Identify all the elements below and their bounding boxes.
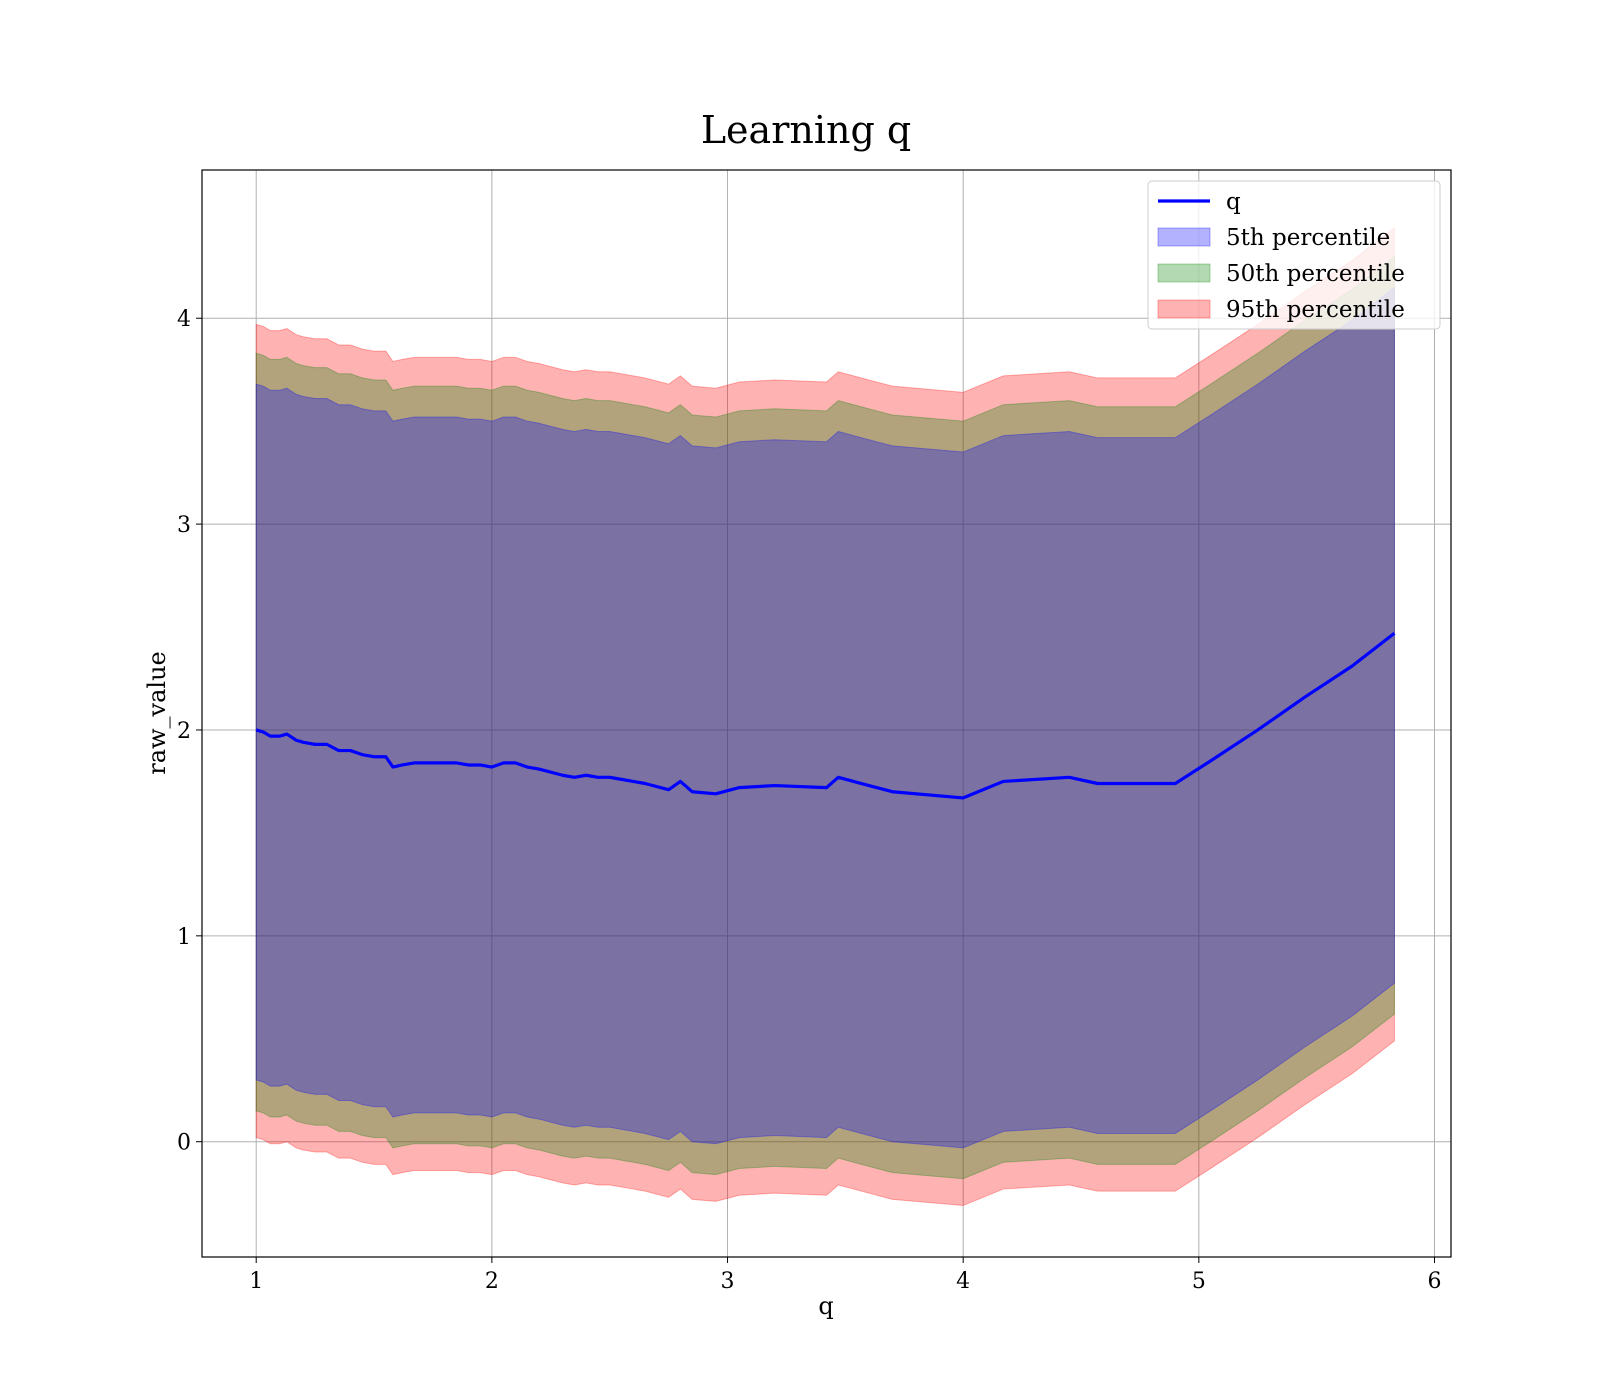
y-tick-label: 2 — [177, 719, 191, 744]
percentile-bands — [255, 226, 1395, 1207]
legend-box — [1147, 180, 1441, 330]
x-tick-label: 3 — [721, 1269, 735, 1294]
chart-title: Learning q — [701, 108, 911, 152]
x-axis-label: q — [818, 1292, 833, 1320]
x-tick-label: 2 — [485, 1269, 499, 1294]
y-axis-label: raw_value — [143, 651, 171, 775]
x-tick-label: 5 — [1192, 1269, 1206, 1294]
x-tick-label: 6 — [1428, 1269, 1442, 1294]
band-50th-percentile — [255, 255, 1395, 1180]
legend: q 5th percentile 50th percentile 95th perce… — [1147, 180, 1441, 330]
legend-label: 95th percentile — [1226, 297, 1405, 323]
series-lines — [255, 631, 1396, 800]
y-tick-label: 3 — [177, 513, 191, 538]
legend-label: 5th percentile — [1226, 225, 1390, 251]
plot-frame — [201, 169, 1452, 1258]
legend-swatch-patch — [1157, 263, 1211, 283]
x-tick-label: 1 — [249, 1269, 263, 1294]
band-5th-percentile — [255, 286, 1395, 1149]
y-tick-label: 1 — [177, 925, 191, 950]
ticks: 1 2 3 4 5 6 0 1 2 3 4 — [177, 307, 1442, 1294]
x-tick-label: 4 — [956, 1269, 970, 1294]
legend-swatch-patch — [1157, 299, 1211, 319]
series-line-q — [255, 631, 1396, 800]
legend-label: 50th percentile — [1226, 261, 1405, 287]
y-tick-label: 0 — [177, 1131, 191, 1156]
band-95th-percentile — [255, 226, 1395, 1207]
y-tick-label: 4 — [177, 307, 191, 332]
legend-label: q — [1226, 189, 1241, 215]
legend-swatch-patch — [1157, 227, 1211, 247]
